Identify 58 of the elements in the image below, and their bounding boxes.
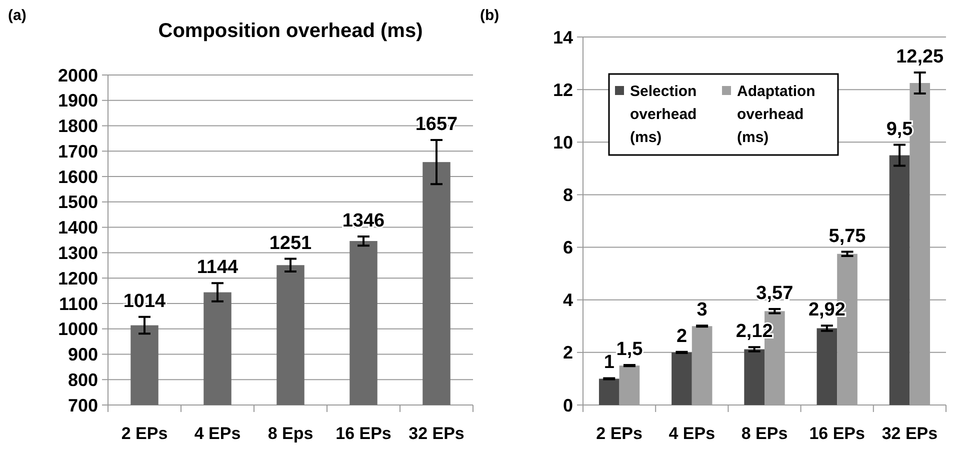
y-tick-label: 1200 [58,268,98,288]
y-tick-label: 2 [562,342,573,363]
data-label: 12,25 [896,46,944,68]
data-label: 1,5 [616,339,644,360]
x-tick-label: 32 EPs [408,424,464,443]
x-tick-label: 2 EPs [596,424,642,443]
bar [619,366,640,405]
legend-label: Adaptation overhead (ms) [737,83,816,146]
y-tick-label: 2000 [58,65,98,86]
bar [889,155,910,405]
data-label: 2,12 [736,321,773,342]
y-tick-label: 8 [562,185,573,206]
y-tick-label: 1800 [58,116,98,136]
x-tick-label: 16 EPs [809,424,865,443]
x-tick-label: 4 EPs [194,424,241,443]
bar [744,349,764,405]
y-tick-label: 6 [562,238,573,258]
data-label: 1251 [269,232,312,254]
y-tick-label: 1000 [58,319,98,340]
bar [816,328,838,405]
data-label: 1657 [415,114,458,135]
y-tick-label: 1900 [58,90,98,111]
data-label: 1144 [196,257,239,278]
data-label: 2 [676,326,688,347]
data-label: 9,5 [886,118,914,140]
x-tick-label: 16 EPs [336,424,392,443]
y-tick-label: 0 [562,395,573,416]
y-tick-label: 1300 [58,242,98,263]
y-tick-label: 1700 [58,141,98,162]
y-tick-label: 1500 [58,192,98,212]
y-tick-label: 800 [68,370,98,390]
y-tick-label: 12 [552,80,573,100]
y-tick-label: 1400 [58,218,98,238]
x-tick-label: 4 EPs [668,424,716,443]
bar [672,352,692,405]
text: (b) [480,7,500,24]
x-tick-label: 2 EPs [121,424,168,443]
data-label: 3 [696,300,708,321]
y-tick-label: 900 [68,344,98,365]
y-tick-label: 14 [552,27,573,48]
data-label: 5,75 [828,226,866,247]
x-tick-label: 8 EPs [741,424,788,443]
y-tick-label: 700 [68,395,98,416]
text: (a) [8,7,26,24]
data-label: 3,57 [756,283,794,304]
x-tick-label: 32 EPs [882,424,938,443]
bar [598,378,620,405]
data-label: 1346 [342,210,385,232]
data-label: 1 [604,352,615,374]
x-tick-label: 8 Eps [268,424,314,443]
y-tick-label: 10 [552,132,573,152]
y-tick-label: 1600 [58,166,98,187]
data-label: 2,92 [808,300,846,321]
chart-title: Composition overhead (ms) [158,20,423,42]
data-label: 1014 [123,290,166,312]
legend-label: Selection overhead (ms) [630,83,697,146]
y-tick-label: 1100 [58,294,98,314]
y-tick-label: 4 [562,290,573,310]
